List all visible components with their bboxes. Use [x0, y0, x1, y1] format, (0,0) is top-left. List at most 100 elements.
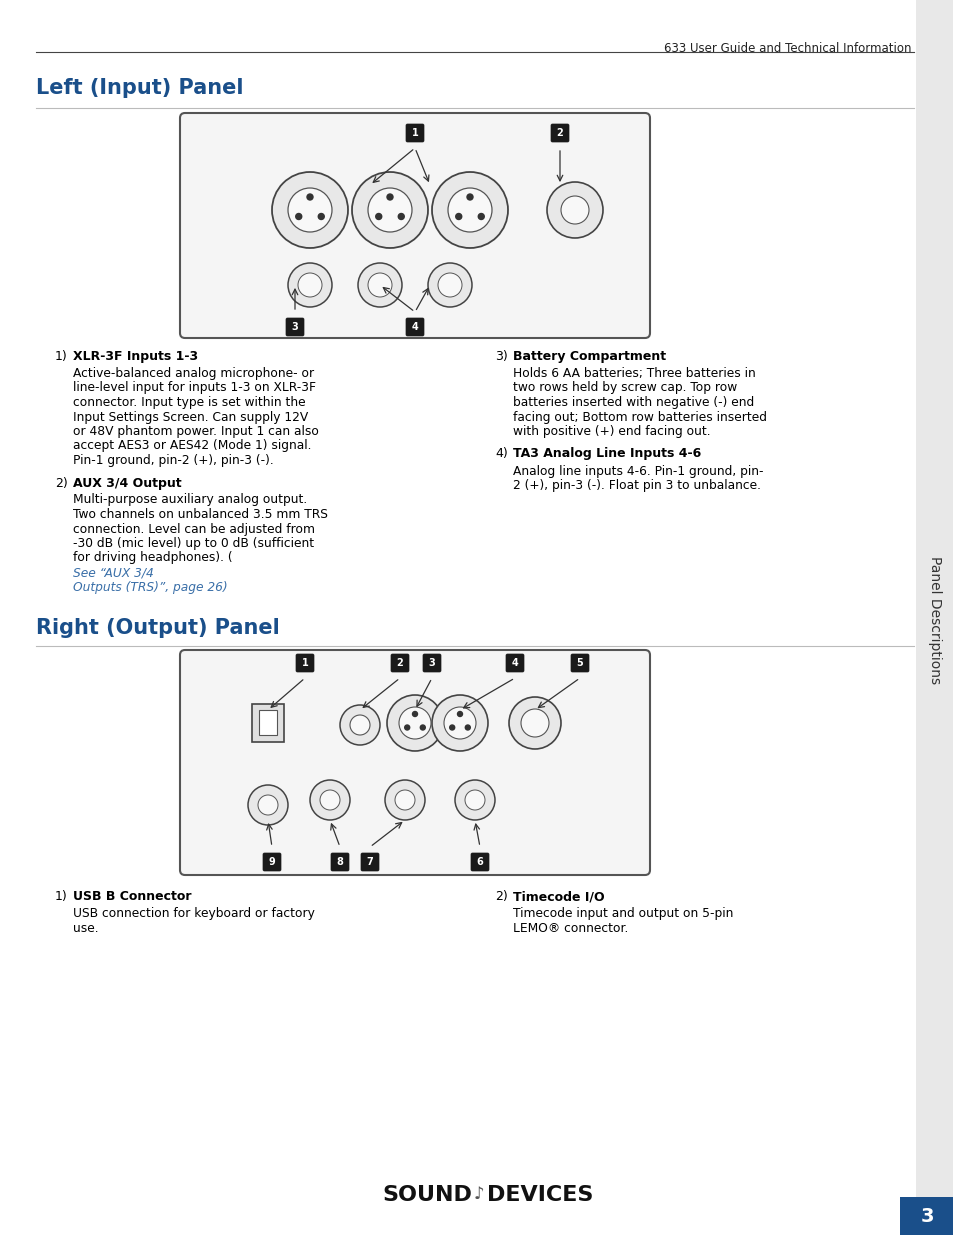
Circle shape — [350, 715, 370, 735]
Text: Left (Input) Panel: Left (Input) Panel — [36, 78, 243, 98]
FancyBboxPatch shape — [331, 853, 349, 871]
Circle shape — [420, 725, 425, 730]
FancyBboxPatch shape — [505, 655, 523, 672]
FancyBboxPatch shape — [551, 124, 568, 142]
Text: connection. Level can be adjusted from: connection. Level can be adjusted from — [73, 522, 314, 536]
Circle shape — [310, 781, 350, 820]
Text: 1: 1 — [411, 128, 418, 138]
Text: Two channels on unbalanced 3.5 mm TRS: Two channels on unbalanced 3.5 mm TRS — [73, 508, 328, 521]
Text: Active-balanced analog microphone- or: Active-balanced analog microphone- or — [73, 367, 314, 380]
Text: 8: 8 — [336, 857, 343, 867]
Bar — [915, 0, 953, 1235]
Circle shape — [449, 725, 455, 730]
Circle shape — [456, 214, 461, 220]
Text: Outputs (TRS)”, page 26): Outputs (TRS)”, page 26) — [73, 580, 228, 594]
Bar — [252, 704, 284, 742]
Text: Panel Descriptions: Panel Descriptions — [927, 556, 941, 684]
FancyBboxPatch shape — [571, 655, 588, 672]
Circle shape — [288, 188, 332, 232]
Text: ♪: ♪ — [474, 1186, 484, 1203]
Circle shape — [397, 214, 404, 220]
Text: for driving headphones). (: for driving headphones). ( — [73, 552, 233, 564]
Text: TA3 Analog Line Inputs 4-6: TA3 Analog Line Inputs 4-6 — [513, 447, 700, 461]
Text: 2 (+), pin-3 (-). Float pin 3 to unbalance.: 2 (+), pin-3 (-). Float pin 3 to unbalan… — [513, 479, 760, 492]
Circle shape — [339, 705, 379, 745]
Circle shape — [385, 781, 424, 820]
FancyBboxPatch shape — [180, 650, 649, 876]
Text: Right (Output) Panel: Right (Output) Panel — [36, 618, 279, 638]
Text: 633 User Guide and Technical Information: 633 User Guide and Technical Information — [664, 42, 911, 56]
Circle shape — [368, 188, 412, 232]
Text: USB connection for keyboard or factory: USB connection for keyboard or factory — [73, 906, 314, 920]
Text: 9: 9 — [269, 857, 275, 867]
Circle shape — [295, 214, 301, 220]
Text: Timecode I/O: Timecode I/O — [513, 890, 604, 903]
Circle shape — [297, 273, 322, 296]
Text: line-level input for inputs 1-3 on XLR-3F: line-level input for inputs 1-3 on XLR-3… — [73, 382, 315, 394]
Circle shape — [457, 711, 462, 716]
Text: use.: use. — [73, 921, 98, 935]
Text: facing out; Bottom row batteries inserted: facing out; Bottom row batteries inserte… — [513, 410, 766, 424]
Circle shape — [404, 725, 409, 730]
Text: accept AES3 or AES42 (Mode 1) signal.: accept AES3 or AES42 (Mode 1) signal. — [73, 440, 312, 452]
FancyBboxPatch shape — [286, 317, 304, 336]
Text: SOUND: SOUND — [382, 1186, 472, 1205]
Text: or 48V phantom power. Input 1 can also: or 48V phantom power. Input 1 can also — [73, 425, 318, 438]
Circle shape — [437, 273, 461, 296]
Text: 2): 2) — [495, 890, 507, 903]
Text: 3: 3 — [920, 1207, 933, 1225]
Circle shape — [387, 695, 442, 751]
Text: Holds 6 AA batteries; Three batteries in: Holds 6 AA batteries; Three batteries in — [513, 367, 755, 380]
Text: Pin-1 ground, pin-2 (+), pin-3 (-).: Pin-1 ground, pin-2 (+), pin-3 (-). — [73, 454, 274, 467]
Circle shape — [352, 172, 428, 248]
Text: batteries inserted with negative (-) end: batteries inserted with negative (-) end — [513, 396, 754, 409]
Circle shape — [248, 785, 288, 825]
Circle shape — [432, 695, 488, 751]
FancyBboxPatch shape — [180, 112, 649, 338]
Circle shape — [560, 196, 588, 224]
Circle shape — [465, 725, 470, 730]
Circle shape — [368, 273, 392, 296]
Text: Timecode input and output on 5-pin: Timecode input and output on 5-pin — [513, 906, 733, 920]
Circle shape — [257, 795, 277, 815]
Circle shape — [428, 263, 472, 308]
Bar — [258, 710, 276, 735]
Circle shape — [288, 263, 332, 308]
Text: 1): 1) — [55, 350, 68, 363]
Bar — [899, 1197, 953, 1235]
Circle shape — [467, 194, 473, 200]
Circle shape — [448, 188, 492, 232]
Text: with positive (+) end facing out.: with positive (+) end facing out. — [513, 425, 710, 438]
FancyBboxPatch shape — [295, 655, 314, 672]
Text: AUX 3/4 Output: AUX 3/4 Output — [73, 477, 181, 489]
Text: 6: 6 — [476, 857, 483, 867]
Text: 7: 7 — [366, 857, 373, 867]
Text: 3): 3) — [495, 350, 507, 363]
Text: 5: 5 — [576, 658, 583, 668]
Text: -30 dB (mic level) up to 0 dB (sufficient: -30 dB (mic level) up to 0 dB (sufficien… — [73, 537, 314, 550]
Text: DEVICES: DEVICES — [486, 1186, 593, 1205]
Text: two rows held by screw cap. Top row: two rows held by screw cap. Top row — [513, 382, 737, 394]
Circle shape — [464, 790, 484, 810]
FancyBboxPatch shape — [406, 317, 423, 336]
Circle shape — [319, 790, 339, 810]
Text: 3: 3 — [428, 658, 435, 668]
Circle shape — [318, 214, 324, 220]
Circle shape — [357, 263, 401, 308]
Text: 4: 4 — [511, 658, 517, 668]
Circle shape — [443, 706, 476, 739]
Text: 1): 1) — [55, 890, 68, 903]
Text: Analog line inputs 4-6. Pin-1 ground, pin-: Analog line inputs 4-6. Pin-1 ground, pi… — [513, 464, 762, 478]
Text: LEMO® connector.: LEMO® connector. — [513, 921, 628, 935]
Circle shape — [509, 697, 560, 748]
Circle shape — [272, 172, 348, 248]
FancyBboxPatch shape — [471, 853, 489, 871]
Circle shape — [412, 711, 417, 716]
Circle shape — [477, 214, 484, 220]
Text: 2): 2) — [55, 477, 68, 489]
Text: 1: 1 — [301, 658, 308, 668]
Text: 2: 2 — [556, 128, 563, 138]
Text: 4): 4) — [495, 447, 507, 461]
Text: USB B Connector: USB B Connector — [73, 890, 192, 903]
FancyBboxPatch shape — [406, 124, 423, 142]
